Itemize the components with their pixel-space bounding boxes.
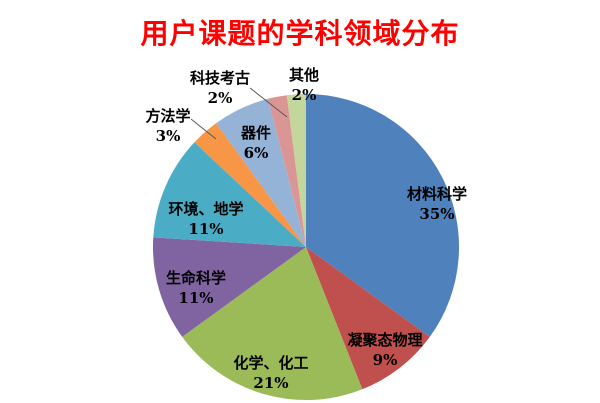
leader-line-6 xyxy=(190,118,217,140)
pie-slice-3 xyxy=(182,247,363,401)
leader-line-8 xyxy=(249,87,288,118)
pie-slice-4 xyxy=(152,237,306,337)
pie-slice-8 xyxy=(267,95,306,248)
pie-slice-1 xyxy=(306,94,459,337)
pie-slice-7 xyxy=(216,98,306,247)
pie-slice-9 xyxy=(286,94,306,247)
pie-slice-6 xyxy=(194,123,306,247)
pie-slice-5 xyxy=(153,142,306,247)
chart-title: 用户课题的学科领域分布 xyxy=(140,17,460,50)
pie-slice-2 xyxy=(306,247,430,390)
